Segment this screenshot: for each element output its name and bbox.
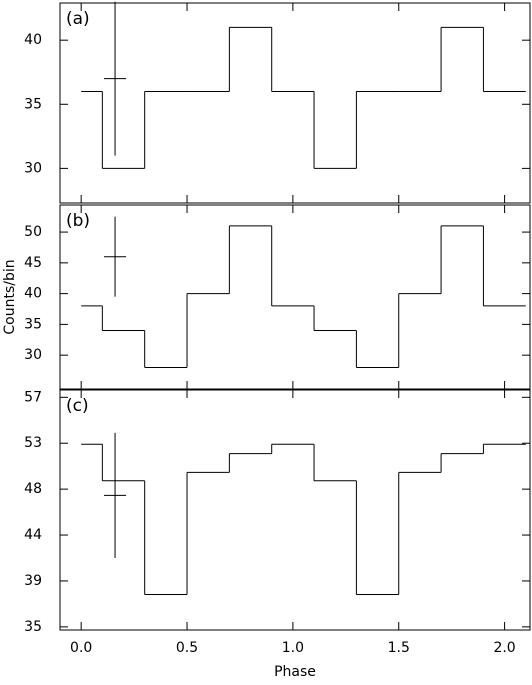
y-tick-label: 50 (24, 224, 42, 240)
y-tick-label: 35 (24, 316, 42, 332)
y-tick-label: 40 (24, 32, 42, 48)
y-tick-label: 35 (24, 619, 42, 635)
y-tick-label: 57 (24, 389, 42, 405)
panel-label: (b) (66, 211, 90, 231)
panel-label: (c) (66, 396, 89, 416)
y-tick-label: 30 (24, 160, 42, 176)
y-tick-label: 53 (24, 435, 42, 451)
x-tick-label: 0.5 (176, 640, 198, 656)
x-tick-label: 1.5 (388, 640, 410, 656)
x-tick-label: 2.0 (493, 640, 515, 656)
y-tick-label: 45 (24, 255, 42, 271)
panel-frame (59, 204, 531, 390)
y-tick-label: 35 (24, 96, 42, 112)
y-axis-label: Counts/bin (2, 259, 18, 334)
panel-frame (59, 389, 531, 631)
y-tick-label: 44 (24, 527, 42, 543)
x-axis-label: Phase (274, 664, 316, 680)
y-tick-label: 48 (24, 481, 42, 497)
x-tick-label: 1.0 (282, 640, 304, 656)
y-tick-label: 39 (24, 573, 42, 589)
panel-frame (59, 2, 531, 204)
y-tick-label: 30 (24, 347, 42, 363)
x-tick-label: 0.0 (70, 640, 92, 656)
y-tick-label: 40 (24, 286, 42, 302)
panel-label: (a) (66, 9, 90, 29)
